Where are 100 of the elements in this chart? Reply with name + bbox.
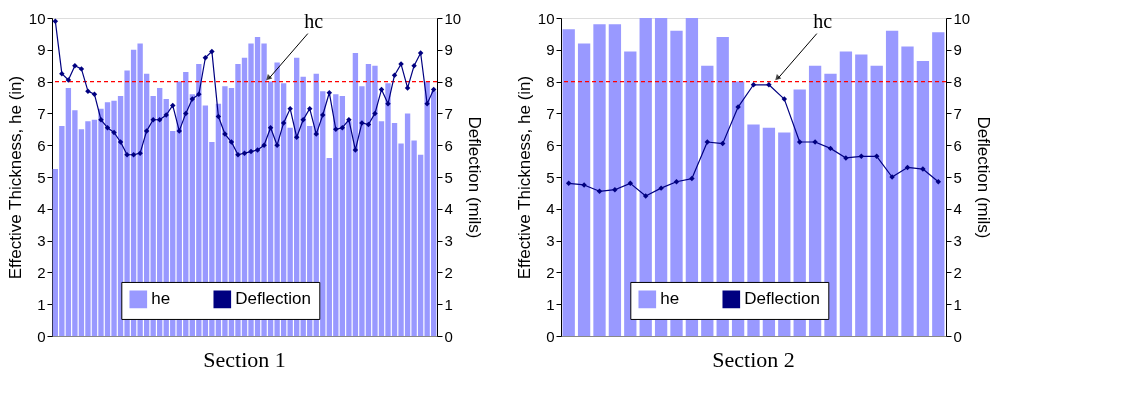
y2-tick-label: 5 — [953, 168, 962, 186]
point — [642, 193, 649, 199]
y-tick-label: 8 — [37, 73, 46, 91]
text: Section 2 — [712, 347, 795, 372]
bar — [901, 46, 914, 336]
point — [202, 55, 209, 61]
y2-tick-label: 10 — [953, 9, 971, 27]
y-tick-label: 1 — [37, 295, 46, 313]
bar — [855, 54, 868, 336]
ref-line-label: hc — [304, 9, 324, 32]
point — [241, 150, 248, 156]
bar — [593, 24, 606, 336]
y2-tick-label: 9 — [444, 41, 453, 59]
y-tick-label: 6 — [546, 136, 555, 154]
y2-axis-title: Deflection (mils) — [465, 116, 485, 239]
point — [766, 82, 772, 88]
point — [673, 179, 680, 185]
point — [235, 152, 241, 158]
text: Section 1 — [203, 347, 286, 372]
bar — [916, 60, 930, 336]
point — [111, 129, 117, 136]
point — [935, 179, 942, 185]
point — [313, 131, 319, 137]
y-tick-label: 10 — [28, 9, 46, 27]
point — [627, 180, 634, 187]
y-tick-label: 4 — [546, 200, 555, 218]
y-tick-label: 8 — [546, 73, 555, 91]
point — [858, 153, 865, 160]
legend-label: he — [151, 289, 171, 309]
point — [300, 117, 306, 123]
y2-tick-label: 4 — [444, 200, 453, 218]
y-tick-label: 0 — [37, 327, 46, 345]
bar — [608, 24, 622, 336]
point — [565, 180, 572, 187]
bar — [577, 43, 591, 336]
point — [417, 50, 424, 56]
point — [704, 139, 711, 145]
y2-tick-label: 7 — [444, 104, 453, 122]
point — [183, 110, 189, 117]
y2-tick-label: 2 — [444, 263, 453, 281]
point — [124, 152, 130, 158]
point — [612, 186, 618, 193]
point — [280, 120, 287, 126]
point — [339, 124, 346, 131]
point — [170, 102, 176, 109]
y2-tick-label: 8 — [444, 73, 453, 91]
bar — [624, 51, 637, 336]
y2-tick-label: 1 — [444, 295, 453, 313]
bar — [870, 65, 883, 336]
point — [391, 72, 398, 78]
y-axis-title: Effective Thickness, he (in) — [5, 75, 25, 280]
point — [150, 117, 156, 123]
point — [424, 101, 430, 107]
point — [59, 70, 65, 77]
y-tick-label: 9 — [37, 41, 46, 59]
point — [326, 89, 333, 96]
legend-label: he — [660, 289, 680, 309]
y-tick-label: 3 — [37, 232, 46, 250]
bar — [839, 51, 853, 336]
point — [143, 128, 150, 134]
point — [796, 139, 803, 145]
point — [117, 139, 124, 145]
y2-axis-title: Deflection (mils) — [974, 116, 994, 239]
y2-tick-label: 5 — [444, 168, 453, 186]
point — [287, 105, 293, 112]
point — [333, 126, 339, 133]
point — [78, 66, 85, 72]
y2-tick-label: 0 — [953, 327, 962, 345]
y2-tick-label: 8 — [953, 73, 962, 91]
y2-tick-label: 6 — [444, 136, 453, 154]
point — [750, 82, 757, 88]
y-tick-label: 7 — [546, 104, 555, 122]
point — [267, 124, 274, 131]
y2-tick-label: 2 — [953, 263, 962, 281]
y2-tick-label: 9 — [953, 41, 962, 59]
point — [719, 140, 726, 147]
y-tick-label: 2 — [546, 263, 555, 281]
y-axis-title: Effective Thickness, he (in) — [514, 75, 534, 280]
point — [52, 18, 59, 24]
point — [176, 128, 183, 134]
y2-tick-label: 0 — [444, 327, 453, 345]
point — [65, 77, 72, 83]
point — [352, 147, 359, 153]
bar — [824, 73, 837, 336]
y-tick-label: 6 — [37, 136, 46, 154]
point — [781, 96, 788, 102]
legend-label: Deflection — [235, 289, 311, 309]
point — [306, 105, 313, 112]
point — [189, 96, 196, 102]
point — [248, 148, 254, 155]
y-tick-label: 0 — [546, 327, 555, 345]
y-tick-label: 1 — [546, 295, 555, 313]
point — [404, 85, 411, 91]
y-tick-label: 4 — [37, 200, 46, 218]
y-tick-label: 2 — [37, 263, 46, 281]
y-tick-label: 3 — [546, 232, 555, 250]
y-tick-label: 5 — [37, 168, 46, 186]
bar — [932, 32, 945, 336]
point — [209, 48, 215, 55]
y2-tick-label: 3 — [953, 232, 962, 250]
